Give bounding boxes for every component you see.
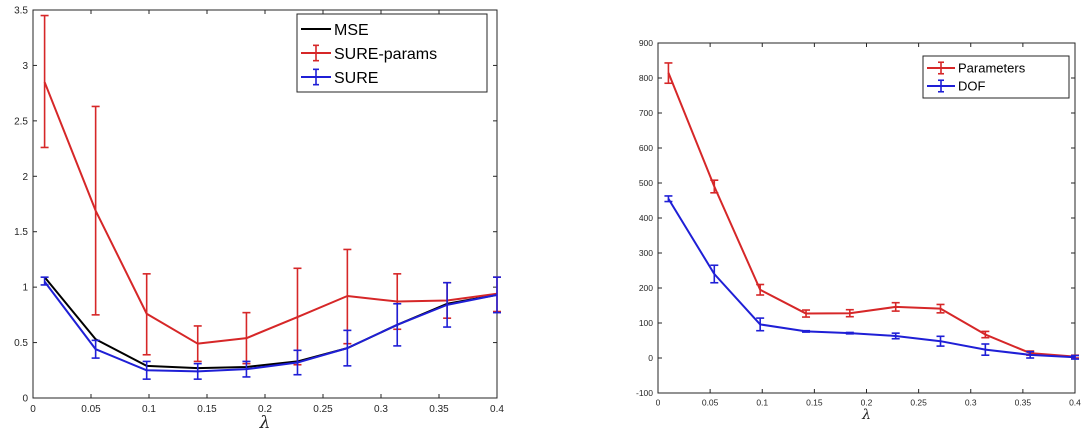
x-axis-label: λ xyxy=(259,413,271,433)
x-tick-label: 0.1 xyxy=(142,404,156,415)
x-tick-label: 0 xyxy=(656,398,661,408)
y-tick-label: 400 xyxy=(639,213,653,223)
series-sure-params xyxy=(40,14,501,366)
x-tick-label: 0.3 xyxy=(374,404,388,415)
x-tick-label: 0.25 xyxy=(313,404,333,415)
x-axis-label: λ xyxy=(861,407,871,423)
y-tick-label: 300 xyxy=(639,248,653,258)
x-tick-label: 0.2 xyxy=(258,404,272,415)
y-tick-label: 3.5 xyxy=(14,6,28,17)
series-line xyxy=(43,280,498,373)
x-tick-label: 0.35 xyxy=(429,404,449,415)
y-tick-label: 500 xyxy=(639,178,653,188)
x-tick-label: 0 xyxy=(30,404,36,415)
legend-label: SURE-params xyxy=(334,46,437,63)
x-tick-label: 0.1 xyxy=(756,398,768,408)
legend-label: SURE xyxy=(334,70,378,87)
y-tick-label: 1.5 xyxy=(14,227,28,238)
x-tick-label: 0.15 xyxy=(806,398,823,408)
series-line xyxy=(667,72,1076,358)
y-tick-label: 200 xyxy=(639,283,653,293)
y-tick-label: 600 xyxy=(639,143,653,153)
y-tick-label: 900 xyxy=(639,38,653,48)
y-tick-label: 0 xyxy=(22,394,28,405)
x-tick-label: 0.35 xyxy=(1015,398,1032,408)
y-tick-label: 700 xyxy=(639,108,653,118)
legend-label: Parameters xyxy=(958,61,1026,76)
x-tick-label: 0.25 xyxy=(910,398,927,408)
legend-label: MSE xyxy=(334,22,369,39)
series-line xyxy=(43,81,498,345)
x-tick-label: 0.05 xyxy=(81,404,101,415)
y-tick-label: -100 xyxy=(636,388,653,398)
y-tick-label: 100 xyxy=(639,318,653,328)
x-tick-label: 0.05 xyxy=(702,398,719,408)
legend-box xyxy=(922,55,1070,99)
chart-right: 0 0.05 0.1 0.15 0.2 0.25 0.3 0.35 0.4-1000100200… xyxy=(636,38,1081,423)
y-tick-label: 2.5 xyxy=(14,116,28,127)
y-tick-label: 0.5 xyxy=(14,338,28,349)
x-tick-label: 0.4 xyxy=(1069,398,1081,408)
legend-label: DOF xyxy=(958,79,986,94)
x-tick-label: 0.4 xyxy=(490,404,504,415)
legend: MSE SURE-params SURE xyxy=(296,13,488,93)
y-tick-label: 0 xyxy=(648,353,653,363)
x-tick-label: 0.15 xyxy=(197,404,217,415)
legend: Parameters DOF xyxy=(922,55,1070,99)
series-line xyxy=(667,198,1076,359)
chart-left: 0 0.05 0.1 0.15 0.2 0.25 0.3 0.35 0.4 0 0.5 1 1.5 2 2.… xyxy=(14,6,504,434)
series-sure xyxy=(40,276,501,380)
y-tick-label: 800 xyxy=(639,73,653,83)
y-tick-label: 3 xyxy=(22,61,28,72)
y-tick-label: 2 xyxy=(22,172,28,183)
y-tick-label: 1 xyxy=(22,283,28,294)
x-tick-label: 0.2 xyxy=(861,398,873,408)
x-tick-label: 0.3 xyxy=(965,398,977,408)
series-dof xyxy=(664,195,1079,360)
